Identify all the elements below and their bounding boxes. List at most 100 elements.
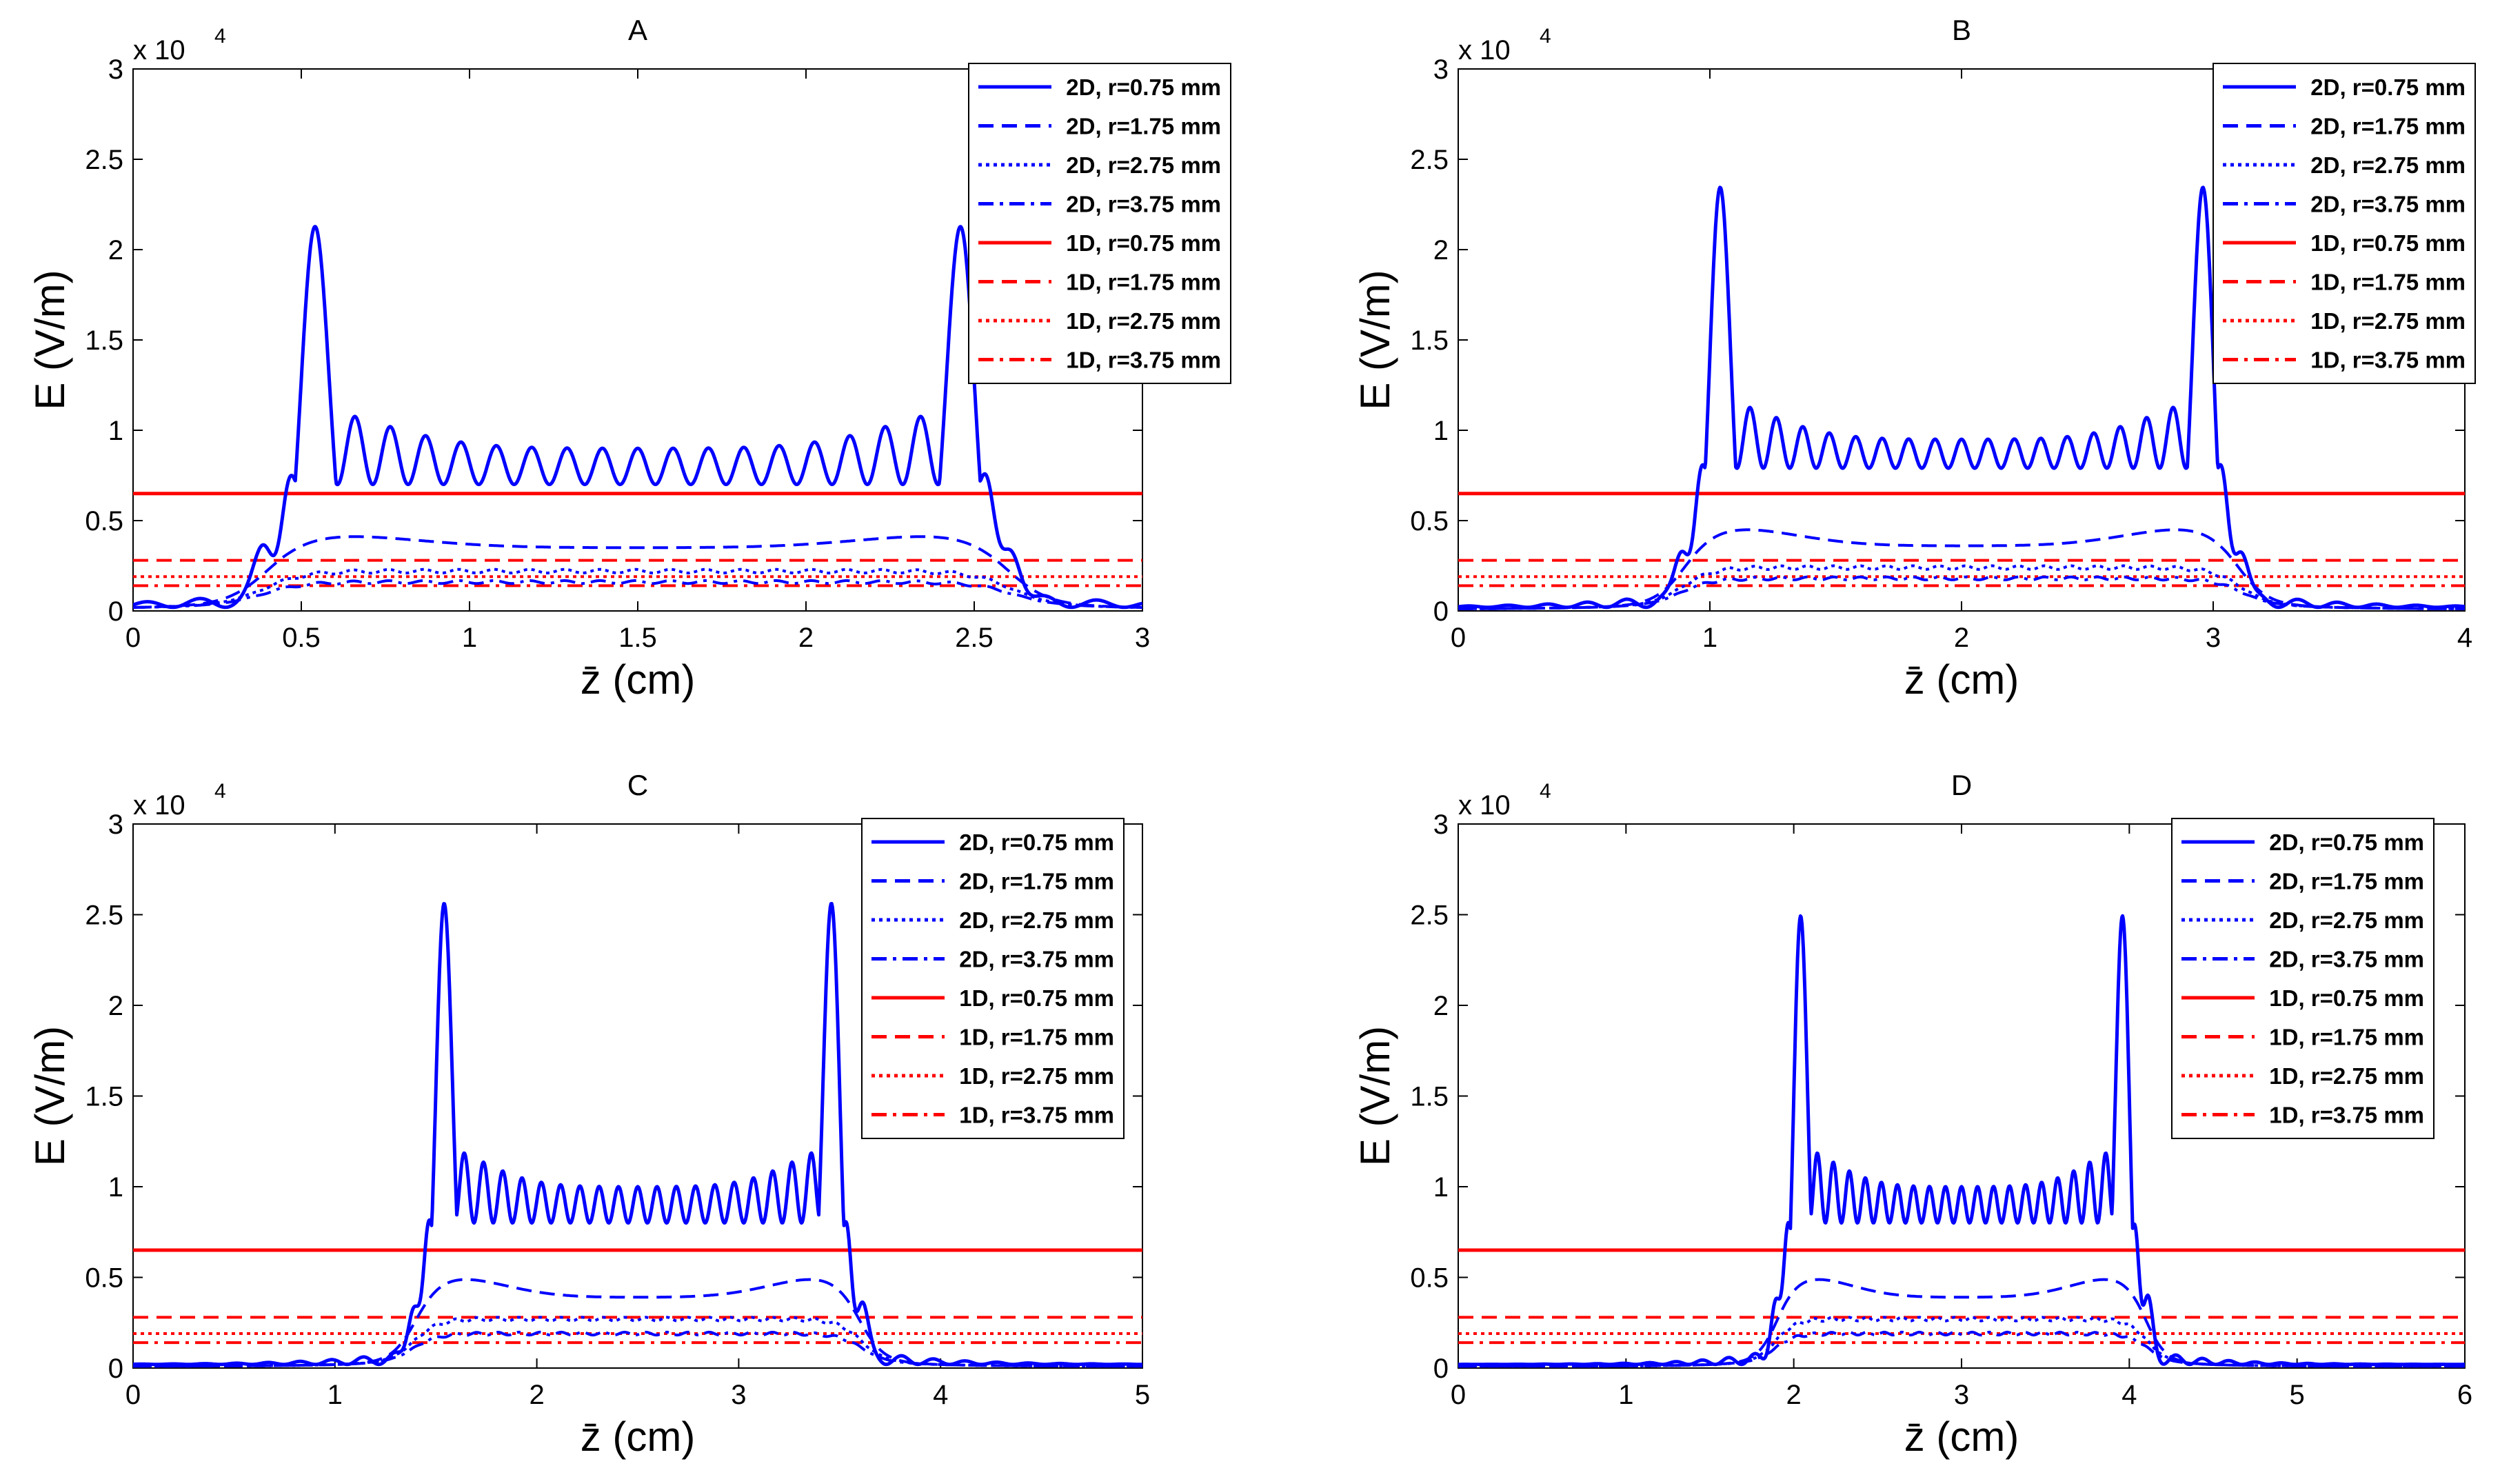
legend-label: 1D, r=2.75 mm	[2310, 308, 2466, 334]
x-tick-label: 0.5	[282, 623, 321, 653]
legend-label: 2D, r=3.75 mm	[2269, 947, 2424, 972]
y-tick-label: 2	[1433, 991, 1449, 1021]
y-tick-label: 3	[108, 810, 123, 840]
y-axis-label: E (V/m)	[1352, 270, 1398, 410]
y-tick-label: 0.5	[85, 506, 123, 536]
legend-box	[2212, 63, 2476, 384]
chart-panel-c: 0 1 2 3 4 5 0 0.5 1 1.5 2 2.5 3 x 10 4 Cz̄ (cm) E (V/m) 2…	[27, 769, 1150, 1460]
legend-label: 2D, r=1.75 mm	[959, 869, 1114, 894]
legend-label: 1D, r=3.75 mm	[959, 1103, 1114, 1128]
y-tick-label: 1.5	[1410, 325, 1449, 356]
plot-area	[1458, 914, 2465, 1368]
legend-label: 2D, r=2.75 mm	[959, 907, 1114, 933]
legend-label: 1D, r=0.75 mm	[959, 985, 1114, 1011]
chart-panel-a: 0 0.5 1 1.5 2 2.5 3 0 0.5 1 1.5 2 2.5 3 x 10 4 Az̄ (cm) E…	[27, 14, 1231, 703]
x-tick-label: 2	[1786, 1380, 1802, 1410]
legend-label: 1D, r=1.75 mm	[1066, 270, 1221, 295]
chart-title: C	[627, 769, 648, 801]
x-tick-label: 5	[2290, 1380, 2305, 1410]
legend-label: 2D, r=3.75 mm	[1066, 192, 1221, 217]
chart-title: B	[1952, 14, 1971, 46]
y-tick-label: 2	[108, 991, 123, 1021]
x-tick-label: 4	[933, 1380, 948, 1410]
x-tick-label: 1	[1702, 623, 1717, 653]
series-line-2d	[1458, 185, 2465, 610]
x-tick-label: 1	[327, 1380, 343, 1410]
x-tick-label: 3	[2206, 623, 2221, 653]
y-axis-label: E (V/m)	[1352, 1026, 1398, 1166]
legend-label: 2D, r=2.75 mm	[2269, 907, 2424, 933]
x-axis-label: z̄ (cm)	[1904, 1414, 2019, 1460]
series-line-2d	[133, 902, 1142, 1367]
y-exponent-label: x 10	[133, 35, 185, 66]
x-axis-label: z̄ (cm)	[581, 656, 696, 703]
plot-area	[133, 902, 1142, 1368]
x-tick-label: 3	[1954, 1380, 1969, 1410]
y-exponent-label: x 10	[1458, 35, 1511, 66]
y-tick-label: 0	[1433, 596, 1449, 627]
y-tick-label: 1	[1433, 416, 1449, 446]
series-line-2d	[1458, 914, 2465, 1367]
y-tick-label: 0.5	[1410, 506, 1449, 536]
x-tick-label: 6	[2457, 1380, 2472, 1410]
chart-title: D	[1951, 769, 1972, 801]
y-tick-label: 1	[1433, 1172, 1449, 1203]
y-exponent-label: x 10	[133, 790, 185, 821]
legend-label: 1D, r=3.75 mm	[2269, 1103, 2424, 1128]
y-tick-label: 1.5	[1410, 1082, 1449, 1112]
legend: 2D, r=0.75 mm 2D, r=1.75 mm 2D, r=2.75 mm 2…	[968, 63, 1231, 384]
series-line-2d	[1458, 528, 2465, 610]
y-tick-label: 2.5	[85, 145, 123, 175]
legend-label: 1D, r=2.75 mm	[959, 1063, 1114, 1089]
y-exponent-power: 4	[1540, 780, 1551, 803]
legend: 2D, r=0.75 mm 2D, r=1.75 mm 2D, r=2.75 mm 2…	[2212, 63, 2476, 384]
y-axis-label: E (V/m)	[27, 270, 73, 410]
legend-label: 1D, r=3.75 mm	[2310, 348, 2466, 373]
x-tick-label: 0	[125, 623, 141, 653]
legend-label: 2D, r=1.75 mm	[2269, 869, 2424, 894]
y-tick-label: 2.5	[85, 901, 123, 931]
x-tick-label: 1.5	[618, 623, 657, 653]
x-tick-label: 3	[731, 1380, 746, 1410]
chart-panel-b: 0 1 2 3 4 0 0.5 1 1.5 2 2.5 3 x 10 4 Bz̄ (cm) E (V/m) 2D…	[1352, 14, 2476, 703]
legend-label: 2D, r=1.75 mm	[1066, 114, 1221, 139]
y-tick-label: 1.5	[85, 1082, 123, 1112]
x-tick-label: 2	[798, 623, 814, 653]
x-tick-label: 0	[125, 1380, 141, 1410]
y-exponent-power: 4	[1540, 25, 1551, 48]
legend: 2D, r=0.75 mm 2D, r=1.75 mm 2D, r=2.75 mm 2…	[2171, 818, 2435, 1139]
y-tick-label: 0.5	[1410, 1263, 1449, 1294]
x-tick-label: 3	[1135, 623, 1150, 653]
y-tick-label: 1.5	[85, 325, 123, 356]
legend: 2D, r=0.75 mm 2D, r=1.75 mm 2D, r=2.75 mm 2…	[861, 818, 1125, 1139]
plot-area	[133, 225, 1142, 610]
series-line-2d	[133, 1278, 1142, 1368]
y-tick-label: 0	[108, 1354, 123, 1384]
legend-label: 1D, r=1.75 mm	[2310, 270, 2466, 295]
x-tick-label: 4	[2121, 1380, 2137, 1410]
series-line-2d	[133, 567, 1142, 609]
y-tick-label: 0	[1433, 1354, 1449, 1384]
series-line-2d	[133, 535, 1142, 609]
plot-area	[1458, 185, 2465, 610]
y-exponent-power: 4	[214, 25, 226, 48]
legend-label: 1D, r=1.75 mm	[2269, 1025, 2424, 1050]
y-tick-label: 1	[108, 1172, 123, 1203]
legend-label: 2D, r=2.75 mm	[2310, 152, 2466, 178]
x-tick-label: 0	[1451, 623, 1466, 653]
x-tick-label: 5	[1135, 1380, 1150, 1410]
series-line-2d	[1458, 1278, 2465, 1368]
y-tick-label: 2	[1433, 235, 1449, 265]
y-tick-label: 3	[108, 54, 123, 85]
chart-panel-d: 0 1 2 3 4 5 6 0 0.5 1 1.5 2 2.5 3 x 10 4 Dz̄ (cm) E (V/m)…	[1352, 769, 2472, 1460]
y-tick-label: 0	[108, 596, 123, 627]
legend-label: 1D, r=0.75 mm	[2310, 230, 2466, 256]
x-tick-label: 4	[2457, 623, 2472, 653]
legend-box	[968, 63, 1231, 384]
y-tick-label: 3	[1433, 810, 1449, 840]
legend-label: 2D, r=0.75 mm	[2310, 74, 2466, 100]
legend-label: 2D, r=0.75 mm	[959, 830, 1114, 855]
y-tick-label: 2	[108, 235, 123, 265]
legend-label: 1D, r=3.75 mm	[1066, 348, 1221, 373]
